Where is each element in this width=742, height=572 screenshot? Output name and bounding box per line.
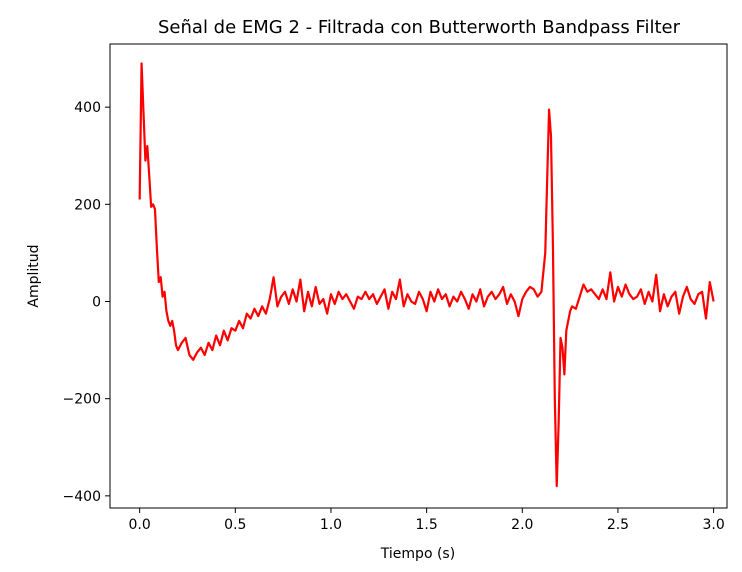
y-axis-ticks: 400 200 0 −200 −400 xyxy=(63,100,110,505)
x-tick-label: 0.5 xyxy=(224,517,246,533)
chart-title: Señal de EMG 2 - Filtrada con Butterwort… xyxy=(158,17,681,38)
axes-frame xyxy=(109,43,728,509)
plot-area xyxy=(109,43,728,509)
x-tick-label: 2.5 xyxy=(607,517,629,533)
y-axis-label: Amplitud xyxy=(26,244,42,307)
y-tick-label: 200 xyxy=(74,197,101,213)
x-axis-label: Tiempo (s) xyxy=(380,546,455,562)
y-tick-label: 0 xyxy=(92,295,101,311)
series-line-0 xyxy=(138,62,715,488)
y-tick-label: −200 xyxy=(63,392,101,408)
y-tick-label: −400 xyxy=(63,489,101,505)
x-tick-label: 1.0 xyxy=(320,517,342,533)
y-tick-label: 400 xyxy=(74,100,101,116)
x-tick-label: 3.0 xyxy=(702,517,724,533)
x-tick-label: 1.5 xyxy=(415,517,437,533)
x-axis-ticks: 0.0 0.5 1.0 1.5 2.0 2.5 3.0 xyxy=(129,508,725,533)
x-tick-label: 0.0 xyxy=(129,517,151,533)
x-tick-label: 2.0 xyxy=(511,517,533,533)
